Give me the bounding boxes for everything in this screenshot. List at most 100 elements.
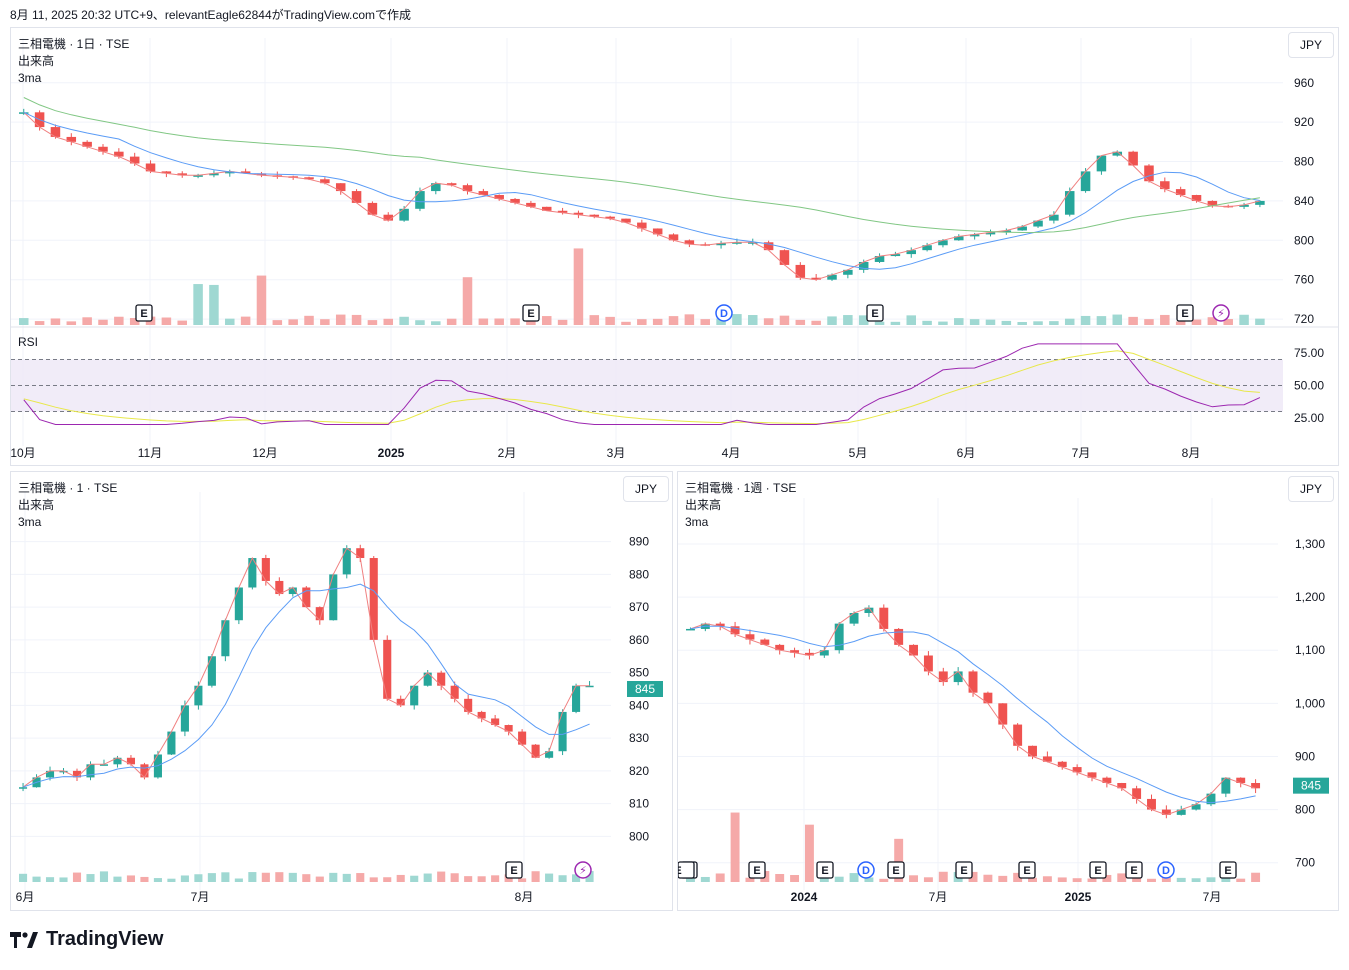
- candle-body: [477, 711, 486, 719]
- price-tick-label: 1,200: [1295, 590, 1325, 604]
- weekly-chart-pane[interactable]: 1,300 1,200 1,100 1,000 900 800 700 2024 7月 2025 7…: [677, 471, 1339, 911]
- volume-bar: [1017, 321, 1027, 325]
- volume-label[interactable]: 出来高: [685, 498, 722, 512]
- volume-bar: [1057, 877, 1067, 882]
- volume-bar: [261, 872, 270, 882]
- symbol-title[interactable]: 三相電機 · 1日 · TSE: [18, 37, 130, 51]
- volume-bar: [1191, 878, 1201, 882]
- volume-bar: [804, 824, 814, 882]
- candle-body: [59, 770, 68, 773]
- earnings-marker-label: E: [1094, 865, 1101, 877]
- tradingview-logo[interactable]: TradingView: [10, 928, 163, 951]
- price-tick-label: 760: [1294, 273, 1314, 287]
- candle-body: [1175, 189, 1186, 196]
- volume-bar: [209, 284, 219, 325]
- time-tick-label: 10月: [11, 446, 36, 460]
- volume-label[interactable]: 出来高: [18, 54, 55, 68]
- price-tick-label: 1,000: [1295, 696, 1325, 710]
- candle-body: [1001, 230, 1012, 233]
- candle-body: [329, 574, 338, 621]
- earnings-marker: [955, 861, 973, 879]
- candle-body: [518, 731, 527, 745]
- volume-bar: [140, 876, 149, 882]
- candle-body: [953, 671, 963, 683]
- volume-bar: [66, 321, 77, 325]
- volume-bar: [1161, 876, 1171, 882]
- ma-fast-line: [23, 111, 1261, 281]
- price-tick-label: 800: [1295, 803, 1315, 817]
- candle-body: [573, 212, 584, 215]
- earnings-marker-label: E: [140, 308, 147, 320]
- ma-label[interactable]: 3ma: [685, 515, 709, 529]
- candle-body: [969, 234, 980, 237]
- candle-body: [335, 183, 346, 192]
- volume-label[interactable]: 出来高: [18, 498, 55, 512]
- price-tick-label: 880: [629, 567, 649, 581]
- candle-body: [1017, 226, 1027, 231]
- volume-bar: [874, 321, 885, 325]
- volume-bar: [1206, 877, 1216, 882]
- candle-body: [45, 770, 55, 778]
- candle-body: [302, 587, 311, 608]
- candle-body: [1064, 191, 1075, 215]
- ma-label[interactable]: 3ma: [18, 515, 42, 529]
- candle-body: [983, 692, 993, 704]
- volume-bar: [335, 314, 346, 325]
- currency-button[interactable]: JPY: [1288, 32, 1334, 58]
- time-tick-label: 2025: [378, 446, 405, 460]
- candle-body: [1191, 804, 1201, 810]
- volume-bar: [923, 877, 933, 882]
- volume-bar: [557, 319, 568, 325]
- volume-bar: [732, 314, 742, 325]
- volume-bar: [716, 318, 726, 325]
- symbol-title[interactable]: 三相電機 · 1週 · TSE: [685, 481, 797, 495]
- candle-body: [526, 202, 536, 207]
- candle-body: [437, 672, 446, 686]
- candle-body: [1251, 783, 1261, 789]
- earnings-marker: [522, 304, 540, 322]
- candle-body: [1117, 783, 1127, 789]
- volume-bar: [1191, 319, 1202, 325]
- candle-body: [589, 214, 600, 217]
- candle-body: [938, 671, 948, 683]
- ma-label[interactable]: 3ma: [18, 71, 42, 85]
- volume-bar: [167, 878, 176, 882]
- candle-body: [1255, 200, 1265, 205]
- candle-body: [894, 628, 904, 645]
- candle-body: [261, 558, 270, 581]
- candle-body: [716, 243, 726, 246]
- candle-body: [1176, 809, 1186, 815]
- dividend-marker-label: D: [862, 865, 870, 877]
- volume-bar: [45, 877, 55, 882]
- volume-bar: [775, 874, 785, 882]
- volume-bar: [194, 874, 203, 882]
- candle-body: [998, 703, 1008, 725]
- volume-bar: [541, 316, 552, 325]
- volume-bar: [573, 248, 584, 325]
- candle-body: [874, 256, 885, 262]
- symbol-title[interactable]: 三相電機 · 1 · TSE: [18, 481, 118, 495]
- candle-body: [82, 141, 92, 147]
- rsi-label[interactable]: RSI: [18, 335, 39, 349]
- volume-bar: [478, 318, 489, 325]
- ma-mid-line: [690, 625, 1256, 804]
- candle-body: [396, 698, 405, 706]
- currency-button[interactable]: JPY: [623, 476, 669, 502]
- currency-button[interactable]: JPY: [1288, 476, 1334, 502]
- volume-bar: [968, 871, 978, 882]
- candle-body: [879, 607, 889, 629]
- volume-bar: [240, 316, 251, 325]
- candle-body: [367, 202, 378, 215]
- candle-body: [193, 175, 203, 177]
- volume-bar: [99, 871, 109, 882]
- volume-bar: [1144, 319, 1154, 325]
- daily-chart-pane[interactable]: 960 920 880 840 800 760 720 10月 11月 12月 2025 2月 3月 4月…: [10, 27, 1339, 466]
- volume-bar: [700, 876, 710, 882]
- candle-body: [804, 652, 814, 656]
- dividend-marker: [1157, 861, 1175, 879]
- candle-body: [234, 587, 243, 621]
- earnings-marker-label: E: [510, 865, 517, 877]
- volume-bar: [320, 319, 330, 325]
- minute-chart-pane[interactable]: 890 880 870 860 850 840 830 820 810 800 6月 7月 8月 845 E…: [10, 471, 673, 911]
- price-tick-label: 870: [629, 600, 649, 614]
